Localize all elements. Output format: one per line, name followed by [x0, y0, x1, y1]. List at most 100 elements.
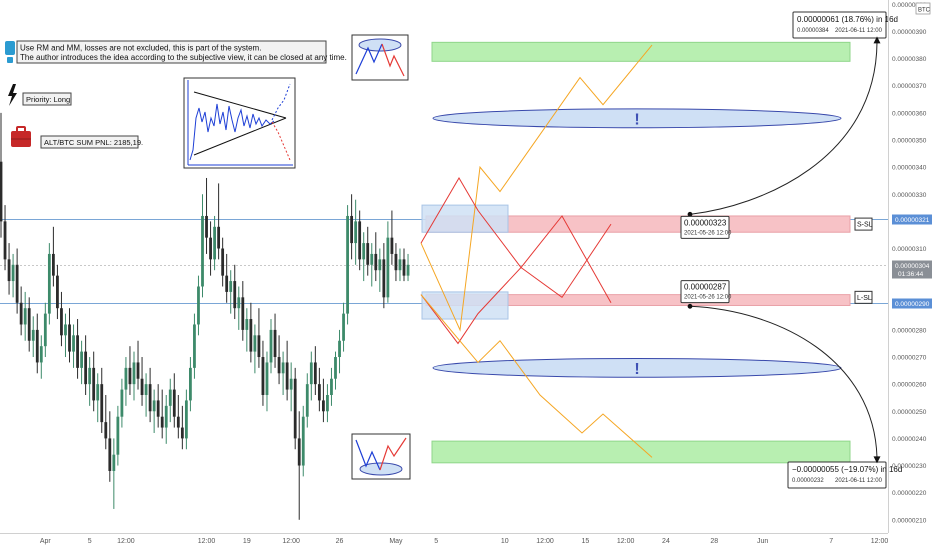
time-tick-label: Jun	[757, 538, 768, 545]
candle-body	[88, 368, 91, 384]
price-tick-label: 0.00000240	[892, 436, 927, 443]
double-bottom-thumbnail[interactable]	[352, 434, 410, 479]
time-tick-label: Apr	[40, 538, 52, 545]
candle-body	[8, 259, 11, 281]
upside-measure-date: 2021-06-11 12:00	[835, 28, 883, 34]
candle-body	[32, 330, 35, 341]
time-tick-label: 12:00	[871, 538, 889, 545]
candle-body	[374, 254, 377, 270]
price-tick-label: 0.00000360	[892, 110, 927, 117]
time-tick-label: 5	[434, 538, 438, 545]
downside-measure-price: 0.00000232	[792, 478, 824, 484]
candle-body	[225, 276, 228, 292]
pnl-box[interactable]: ALT/BTC SUM PNL: 2185,19.	[41, 136, 143, 148]
price-tick-label: 0.00000380	[892, 56, 927, 63]
candle-body	[12, 265, 15, 281]
candle-body	[76, 335, 79, 368]
short-stop-callout-date: 2021-05-26 12:00	[684, 230, 732, 236]
candle-body	[237, 297, 240, 308]
candle-body	[157, 400, 160, 416]
candle-body	[173, 390, 176, 417]
candle-body	[60, 308, 63, 335]
downside-measure-callout[interactable]: −0.00000055 (−19.07%) in 16d 0.00000232 …	[788, 462, 902, 488]
candle-body	[169, 390, 172, 406]
candle-body	[245, 319, 248, 330]
short-stop-tag[interactable]: S-SL	[855, 218, 873, 230]
downside-measure-title: −0.00000055 (−19.07%) in 16d	[792, 465, 902, 474]
upper-warning-mark: !	[634, 111, 639, 128]
price-tick-label: 0.00000260	[892, 382, 927, 389]
short-stop-callout-title: 0.00000323	[684, 218, 727, 227]
candle-body	[282, 362, 285, 373]
candle-body	[290, 379, 293, 390]
candle-body	[294, 379, 297, 439]
candle-body	[36, 330, 39, 363]
time-tick-label: 12:00	[198, 538, 216, 545]
long-stop-callout[interactable]: 0.00000287 2021-05-26 12:00	[681, 281, 732, 303]
pnl-label: ALT/BTC SUM PNL: 2185,19.	[44, 138, 143, 147]
candle-body	[149, 384, 152, 411]
candle-body	[378, 259, 381, 270]
candle-body	[302, 417, 305, 466]
long-stop-price-value: 0.00000290	[895, 301, 930, 308]
price-tick-label: 0.00000390	[892, 29, 927, 36]
candle-body	[370, 254, 373, 265]
priority-box[interactable]: Priority: Long	[23, 93, 71, 105]
candle-body	[28, 308, 31, 341]
double-top-thumbnail[interactable]	[352, 35, 408, 80]
candle-body	[318, 384, 321, 400]
lower-target-zone[interactable]	[432, 441, 850, 463]
price-tick-label: 0.00000350	[892, 137, 927, 144]
candle-body	[395, 254, 398, 270]
candle-body	[153, 400, 156, 411]
candle-body	[121, 390, 124, 417]
price-tick-label: 0.00000230	[892, 463, 927, 470]
candle-body	[68, 324, 71, 351]
candle-body	[185, 400, 188, 438]
price-tick-label: 0.00000330	[892, 192, 927, 199]
candle-body	[266, 362, 269, 395]
candle-body	[322, 400, 325, 411]
candle-body	[342, 314, 345, 341]
candle-body	[278, 357, 281, 373]
candle-body	[129, 368, 132, 384]
candle-body	[334, 357, 337, 379]
time-tick-label: 10	[501, 538, 509, 545]
candle-body	[161, 417, 164, 428]
candle-body	[0, 162, 2, 222]
candle-body	[197, 286, 200, 324]
candle-body	[80, 352, 83, 368]
long-stop-tag[interactable]: L-SL	[855, 291, 872, 303]
long-stop-tag-label: L-SL	[857, 295, 872, 302]
candle-body	[407, 265, 410, 276]
candle-body	[92, 368, 95, 401]
candle-body	[108, 438, 111, 471]
price-tick-label: 0.00000340	[892, 165, 927, 172]
candle-body	[358, 221, 361, 259]
candle-body	[354, 221, 357, 243]
price-tick-label: 0.00000250	[892, 409, 927, 416]
triangle-pattern-thumbnail[interactable]	[184, 78, 295, 168]
candle-body	[314, 362, 317, 384]
upside-measure-callout[interactable]: 0.00000061 (18.76%) in 16d 0.00000384 20…	[793, 12, 898, 38]
candle-body	[96, 384, 99, 400]
candle-body	[141, 379, 144, 395]
candle-body	[40, 346, 43, 362]
candle-body	[84, 352, 87, 385]
candle-body	[391, 238, 394, 254]
candle-body	[403, 259, 406, 275]
time-tick-label: 12:00	[536, 538, 554, 545]
candle-body	[249, 319, 252, 352]
candle-body	[253, 335, 256, 351]
short-stop-callout[interactable]: 0.00000323 2021-05-26 12:00	[681, 216, 732, 238]
candle-body	[399, 259, 402, 270]
last-price-value: 0.00000304	[895, 263, 930, 270]
time-tick-label: 24	[662, 538, 670, 545]
candle-body	[366, 243, 369, 265]
candle-body	[64, 324, 67, 335]
candle-body	[193, 324, 196, 367]
time-tick-label: May	[389, 538, 403, 545]
disclaimer-box[interactable]: Use RM and MM, losses are not excluded, …	[17, 41, 347, 63]
